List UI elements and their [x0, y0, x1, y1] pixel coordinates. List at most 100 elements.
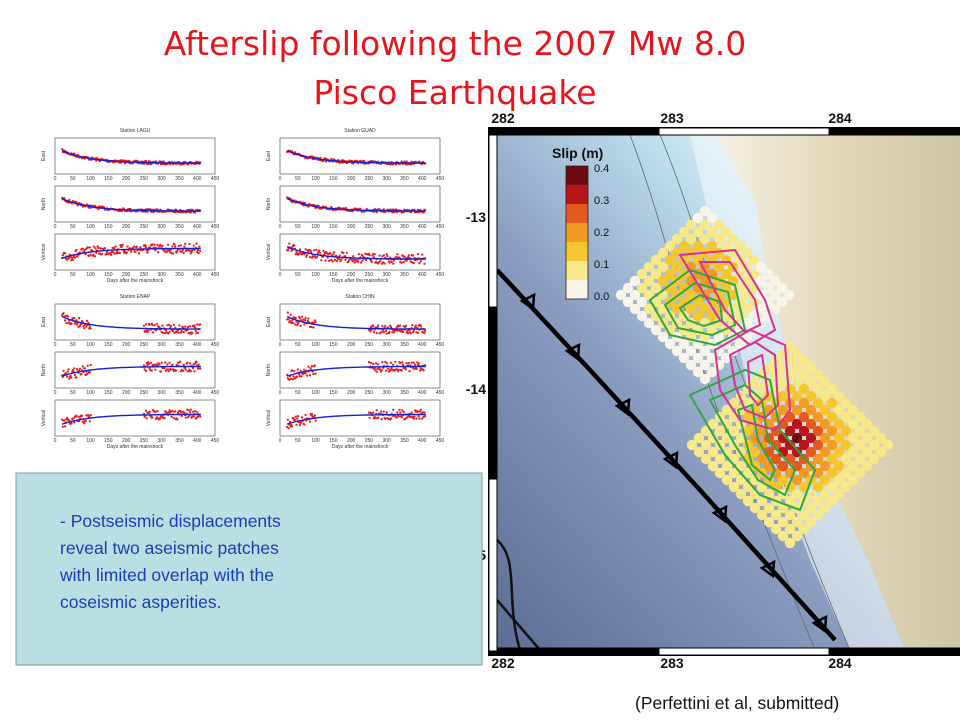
slip-dot	[798, 509, 810, 521]
slip-dot	[777, 376, 789, 388]
x-tick-label: 350	[175, 176, 184, 182]
model-curve	[286, 245, 426, 260]
slip-dot	[699, 261, 711, 273]
observations	[286, 311, 427, 335]
x-tick-label: 200	[122, 438, 131, 444]
slip-dot	[847, 418, 859, 430]
slip-dot	[720, 240, 732, 252]
slip-dot	[784, 523, 796, 535]
x-tick-label: 50	[295, 176, 301, 182]
slip-dot	[847, 404, 859, 416]
component-label: Vertical	[41, 244, 47, 260]
x-tick-label: 350	[400, 390, 409, 396]
slip-dot	[840, 411, 852, 423]
slip-dot	[755, 275, 767, 287]
slip-dot	[728, 425, 740, 437]
x-tick-label: 350	[175, 438, 184, 444]
x-tick-label: 50	[295, 224, 301, 230]
x-tick-label: 250	[365, 272, 374, 278]
slip-dot	[720, 268, 732, 280]
x-tick-label: 150	[104, 438, 113, 444]
slip-dot	[706, 352, 718, 364]
x-tick-label: 0	[54, 390, 57, 396]
slip-dots	[615, 205, 894, 549]
x-tick-label: 0	[279, 342, 282, 348]
slip-dot	[756, 425, 768, 437]
x-tick-label: 250	[140, 342, 149, 348]
component-label: North	[266, 198, 272, 210]
slip-dot	[770, 425, 782, 437]
slip-dot	[798, 397, 810, 409]
coseismic-contours	[678, 248, 792, 432]
slip-dot	[791, 404, 803, 416]
x-tick-label: 150	[329, 390, 338, 396]
slip-dot	[847, 432, 859, 444]
x-tick-label: 100	[311, 390, 320, 396]
slip-dot	[720, 226, 732, 238]
slip-dot	[692, 226, 704, 238]
x-tick-label: 250	[365, 224, 374, 230]
x-axis-label: Days after the mainshock	[107, 278, 164, 284]
x-tick-label: 250	[365, 390, 374, 396]
frame-bar	[488, 127, 660, 136]
slip-dot	[798, 523, 810, 535]
subplot-frame	[279, 185, 441, 223]
slip-dot	[742, 495, 754, 507]
x-tick-label: 50	[70, 224, 76, 230]
slip-dot	[840, 439, 852, 451]
slip-dot	[769, 303, 781, 315]
lon-label: 283	[660, 110, 684, 126]
slip-dot	[727, 289, 739, 301]
trench-teeth	[519, 292, 828, 634]
x-tick-label: 300	[382, 224, 391, 230]
slip-dot	[833, 474, 845, 486]
model-curve	[61, 365, 201, 377]
x-tick-label: 100	[311, 224, 320, 230]
x-tick-label: 50	[70, 272, 76, 278]
slip-dot	[678, 226, 690, 238]
slip-dot	[826, 397, 838, 409]
slip-dot	[791, 488, 803, 500]
x-tick-label: 0	[54, 342, 57, 348]
x-tick-label: 100	[311, 438, 320, 444]
slip-dot	[854, 439, 866, 451]
slip-dot	[868, 425, 880, 437]
slip-dot	[819, 376, 831, 388]
x-tick-label: 50	[70, 176, 76, 182]
slip-dot	[812, 397, 824, 409]
x-tick-label: 450	[211, 438, 220, 444]
text-line: coseismic asperities.	[60, 592, 221, 612]
slip-dot	[742, 411, 754, 423]
slip-dot	[756, 495, 768, 507]
slip-dot	[791, 474, 803, 486]
trench-tooth	[711, 504, 728, 524]
slip-dot	[812, 369, 824, 381]
component-label: North	[41, 198, 47, 210]
x-tick-label: 200	[347, 176, 356, 182]
x-tick-label: 300	[157, 342, 166, 348]
slip-dot	[671, 261, 683, 273]
x-tick-label: 200	[347, 224, 356, 230]
x-tick-label: 50	[295, 272, 301, 278]
model-curve	[61, 197, 201, 212]
slip-dot	[847, 474, 859, 486]
lon-label: 282	[491, 110, 515, 126]
slip-dot	[756, 453, 768, 465]
slip-dot	[685, 345, 697, 357]
frame-bar	[488, 134, 498, 308]
frame-bar	[828, 127, 960, 136]
slip-dot	[805, 432, 817, 444]
slip-dot	[833, 446, 845, 458]
lat-label: -14	[466, 381, 486, 397]
slip-dot	[699, 219, 711, 231]
x-tick-label: 450	[436, 176, 445, 182]
slip-dot	[748, 254, 760, 266]
colorbar: Slip (m) 0.4 0.3 0.2 0.1 0.0	[552, 145, 609, 303]
slip-dot	[749, 474, 761, 486]
x-axis-label: Days after the mainshock	[332, 278, 389, 284]
colorbar-cell	[566, 166, 588, 185]
slip-dot	[707, 418, 719, 430]
slip-dot	[706, 212, 718, 224]
